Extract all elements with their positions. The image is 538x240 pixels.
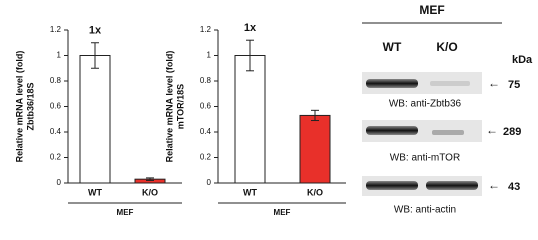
y-tick-label: 1: [207, 51, 212, 60]
y-tick-label: 0.6: [200, 102, 212, 111]
arrow: ←: [488, 76, 500, 90]
group-label: MEF: [274, 208, 291, 217]
y-tick-label: 1: [57, 51, 62, 60]
arrow: ←: [488, 178, 500, 192]
band: [432, 130, 464, 135]
band: [366, 79, 418, 88]
bar: [79, 55, 111, 184]
lane-label: WT: [383, 40, 402, 54]
y-tick-label: 0.6: [50, 102, 62, 111]
y-tick-label: 0.4: [50, 127, 62, 136]
blot-strip: [362, 120, 482, 142]
bar: [299, 114, 331, 184]
annotation: 1x: [244, 22, 257, 34]
y-tick-label: 0.8: [200, 76, 212, 85]
y-tick-label: 0.2: [50, 153, 62, 162]
band: [366, 181, 418, 190]
y-tick-label: 0.4: [200, 127, 212, 136]
band: [366, 126, 418, 135]
blot-title: MEF: [419, 3, 444, 17]
x-tick-label: K/O: [307, 187, 323, 197]
annotation: 1x: [89, 25, 102, 37]
blot-label: WB: anti-Zbtb36: [389, 99, 462, 110]
y-axis-label: Relative mRNA level (fold): [164, 51, 174, 163]
bar: [234, 55, 266, 184]
y-axis-label: mTOR/18S: [175, 84, 185, 129]
y-axis-label: Relative mRNA level (fold): [14, 51, 24, 163]
arrow: ←: [486, 123, 498, 137]
marker: 289: [503, 126, 521, 138]
blot-panel: MEF WT K/O kDa WB: anti-Zbtb36 ← 75 WB: …: [362, 3, 533, 216]
y-tick-label: 0.8: [50, 76, 62, 85]
blot-label: WB: anti-mTOR: [390, 153, 460, 164]
marker: 43: [508, 181, 520, 193]
y-tick-label: 1.2: [200, 25, 212, 34]
x-tick-label: WT: [88, 187, 102, 197]
figure: MEF WT K/O kDa WB: anti-Zbtb36 ← 75 WB: …: [14, 3, 533, 217]
y-tick-label: 0: [57, 178, 62, 187]
y-tick-label: 1.2: [50, 25, 62, 34]
marker: 75: [508, 79, 520, 91]
y-tick-label: 0.2: [200, 153, 212, 162]
unit-label: kDa: [512, 54, 533, 66]
group-label: MEF: [117, 208, 134, 217]
band: [430, 81, 470, 86]
y-axis-label: Zbtb36/18S: [25, 82, 35, 130]
band: [426, 181, 478, 190]
x-tick-label: K/O: [142, 187, 158, 197]
x-tick-label: WT: [243, 187, 257, 197]
lane-label: K/O: [436, 40, 457, 54]
blot-strip: [362, 72, 482, 94]
blot-label: WB: anti-actin: [394, 205, 456, 216]
y-tick-label: 0: [207, 178, 212, 187]
